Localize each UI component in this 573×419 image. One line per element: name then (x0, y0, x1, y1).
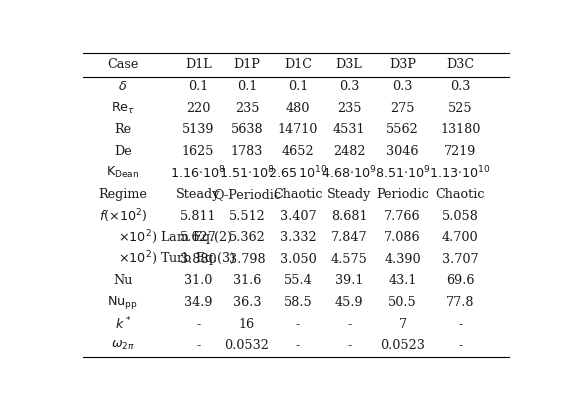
Text: Regime: Regime (98, 188, 147, 201)
Text: Steady: Steady (176, 188, 221, 201)
Text: D3L: D3L (336, 58, 363, 71)
Text: 31.0: 31.0 (184, 274, 213, 287)
Text: 16: 16 (239, 318, 255, 331)
Text: 3.332: 3.332 (280, 231, 316, 244)
Text: De: De (114, 145, 132, 158)
Text: $\times10^2$) Turb Eq.(3): $\times10^2$) Turb Eq.(3) (118, 250, 236, 269)
Text: $1.16{\cdot}10^8$: $1.16{\cdot}10^8$ (170, 165, 226, 181)
Text: 8.681: 8.681 (331, 210, 367, 222)
Text: 7.086: 7.086 (384, 231, 421, 244)
Text: 55.4: 55.4 (284, 274, 312, 287)
Text: $\mathrm{Nu}_{\mathrm{pp}}$: $\mathrm{Nu}_{\mathrm{pp}}$ (107, 294, 138, 311)
Text: 77.8: 77.8 (446, 296, 474, 309)
Text: 43.1: 43.1 (388, 274, 417, 287)
Text: 3046: 3046 (386, 145, 419, 158)
Text: 525: 525 (448, 101, 473, 114)
Text: -: - (347, 339, 351, 352)
Text: 39.1: 39.1 (335, 274, 363, 287)
Text: 235: 235 (235, 101, 260, 114)
Text: -: - (458, 318, 462, 331)
Text: 13180: 13180 (440, 123, 480, 136)
Text: Chaotic: Chaotic (273, 188, 323, 201)
Text: 5139: 5139 (182, 123, 214, 136)
Text: $1.51{\cdot}10^8$: $1.51{\cdot}10^8$ (219, 165, 275, 181)
Text: $1.13{\cdot}10^{10}$: $1.13{\cdot}10^{10}$ (429, 165, 491, 181)
Text: D1C: D1C (284, 58, 312, 71)
Text: $\omega_{2\pi}$: $\omega_{2\pi}$ (111, 339, 135, 352)
Text: 235: 235 (337, 101, 362, 114)
Text: 0.1: 0.1 (237, 80, 257, 93)
Text: 5562: 5562 (386, 123, 419, 136)
Text: 4.700: 4.700 (442, 231, 478, 244)
Text: -: - (196, 339, 201, 352)
Text: 3.050: 3.050 (280, 253, 316, 266)
Text: D3C: D3C (446, 58, 474, 71)
Text: $f(\times10^2)$: $f(\times10^2)$ (99, 207, 147, 225)
Text: Chaotic: Chaotic (435, 188, 485, 201)
Text: 7: 7 (398, 318, 406, 331)
Text: Steady: Steady (327, 188, 371, 201)
Text: $\times10^2$) Lam Eq.(2): $\times10^2$) Lam Eq.(2) (118, 228, 233, 248)
Text: 275: 275 (390, 101, 415, 114)
Text: $\delta$: $\delta$ (118, 80, 127, 93)
Text: 3.707: 3.707 (442, 253, 478, 266)
Text: 0.3: 0.3 (339, 80, 359, 93)
Text: D1P: D1P (234, 58, 261, 71)
Text: 5.627: 5.627 (180, 231, 217, 244)
Text: 4.390: 4.390 (384, 253, 421, 266)
Text: 4531: 4531 (333, 123, 366, 136)
Text: -: - (196, 318, 201, 331)
Text: 7.766: 7.766 (384, 210, 421, 222)
Text: $8.51{\cdot}10^9$: $8.51{\cdot}10^9$ (375, 165, 430, 181)
Text: Case: Case (107, 58, 139, 71)
Text: 0.3: 0.3 (393, 80, 413, 93)
Text: -: - (347, 318, 351, 331)
Text: D3P: D3P (389, 58, 416, 71)
Text: $2.65\,10^{10}$: $2.65\,10^{10}$ (268, 165, 328, 181)
Text: 5.811: 5.811 (180, 210, 217, 222)
Text: 7219: 7219 (444, 145, 476, 158)
Text: D1L: D1L (185, 58, 211, 71)
Text: 0.3: 0.3 (450, 80, 470, 93)
Text: 0.0523: 0.0523 (380, 339, 425, 352)
Text: $\mathrm{Re}_\tau$: $\mathrm{Re}_\tau$ (111, 101, 135, 116)
Text: 31.6: 31.6 (233, 274, 261, 287)
Text: 7.847: 7.847 (331, 231, 367, 244)
Text: 0.1: 0.1 (188, 80, 209, 93)
Text: -: - (296, 339, 300, 352)
Text: Periodic: Periodic (376, 188, 429, 201)
Text: 1625: 1625 (182, 145, 214, 158)
Text: $\mathrm{K}_{\mathrm{Dean}}$: $\mathrm{K}_{\mathrm{Dean}}$ (106, 166, 139, 181)
Text: 5638: 5638 (231, 123, 264, 136)
Text: Nu: Nu (113, 274, 132, 287)
Text: 480: 480 (286, 101, 311, 114)
Text: 0.1: 0.1 (288, 80, 308, 93)
Text: 5.058: 5.058 (442, 210, 478, 222)
Text: 5.512: 5.512 (229, 210, 265, 222)
Text: -: - (296, 318, 300, 331)
Text: 58.5: 58.5 (284, 296, 312, 309)
Text: -: - (458, 339, 462, 352)
Text: 14710: 14710 (278, 123, 318, 136)
Text: 5.362: 5.362 (229, 231, 265, 244)
Text: 4.575: 4.575 (331, 253, 368, 266)
Text: 0.0532: 0.0532 (225, 339, 269, 352)
Text: $k^*$: $k^*$ (115, 316, 131, 333)
Text: 2482: 2482 (333, 145, 366, 158)
Text: 34.9: 34.9 (184, 296, 213, 309)
Text: 4652: 4652 (282, 145, 315, 158)
Text: 220: 220 (186, 101, 210, 114)
Text: 3.880: 3.880 (180, 253, 217, 266)
Text: 1783: 1783 (231, 145, 263, 158)
Text: 50.5: 50.5 (388, 296, 417, 309)
Text: 3.407: 3.407 (280, 210, 316, 222)
Text: 3.798: 3.798 (229, 253, 265, 266)
Text: 36.3: 36.3 (233, 296, 261, 309)
Text: Re: Re (114, 123, 131, 136)
Text: Q-Periodic: Q-Periodic (213, 188, 281, 201)
Text: 69.6: 69.6 (446, 274, 474, 287)
Text: $4.68{\cdot}10^9$: $4.68{\cdot}10^9$ (321, 165, 377, 181)
Text: 45.9: 45.9 (335, 296, 363, 309)
